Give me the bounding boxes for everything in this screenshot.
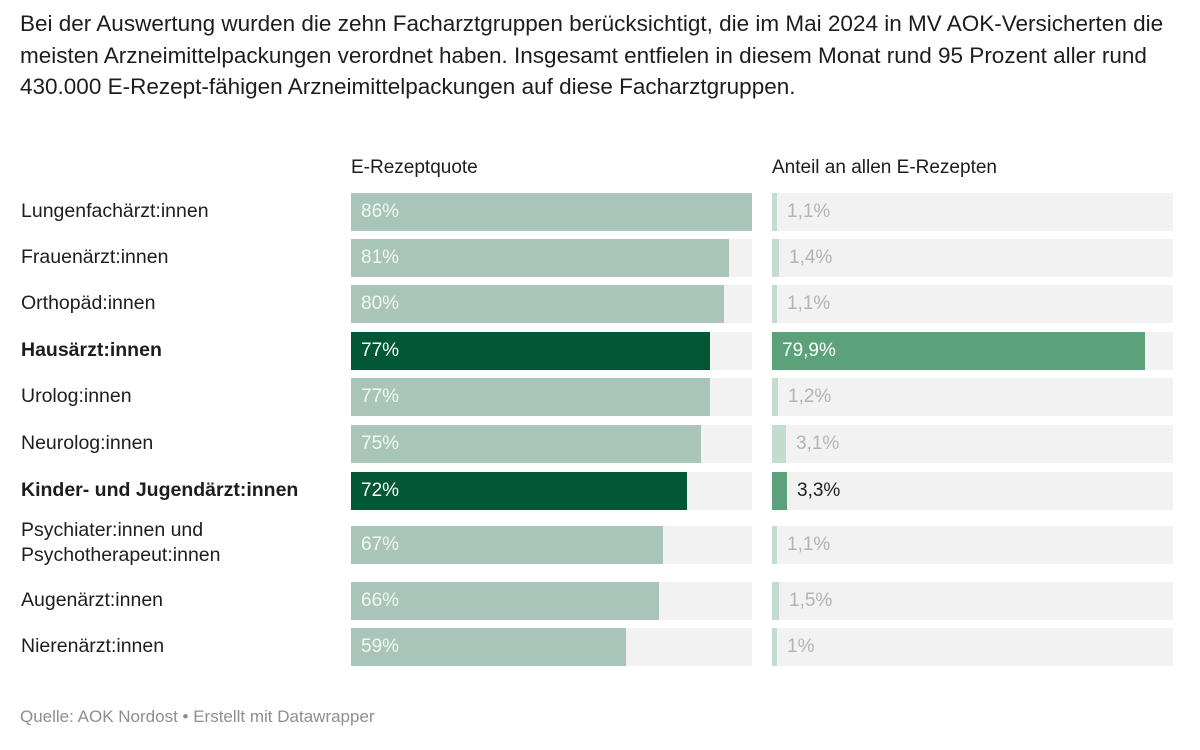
share-bar [772,378,778,416]
quote-track: 81% [351,239,752,277]
share-bar [772,285,777,323]
share-track: 79,9% [772,332,1173,370]
share-bar [772,193,777,231]
quote-track: 80% [351,285,752,323]
quote-value-label: 86% [361,201,400,222]
quote-bar [351,239,729,277]
share-track: 1% [772,628,1173,666]
quote-value-label: 80% [361,293,400,314]
share-bar [772,582,779,620]
share-bar [772,472,787,510]
quote-bar [351,472,687,510]
quote-bar [351,628,626,666]
share-value-label: 79,9% [782,340,836,361]
quote-track: 67% [351,526,752,564]
quote-bar [351,425,701,463]
category-label: Frauenärzt:innen [21,246,169,268]
share-value-label: 3,3% [797,480,841,501]
quote-track: 59% [351,628,752,666]
source-footer: Quelle: AOK Nordost • Erstellt mit Dataw… [20,707,375,726]
quote-track: 75% [351,425,752,463]
quote-bar [351,526,663,564]
category-label: Hausärzt:innen [21,339,162,361]
share-track: 1,1% [772,285,1173,323]
quote-track: 66% [351,582,752,620]
share-track: 1,5% [772,582,1173,620]
column-header-share: Anteil an allen E-Rezepten [772,157,997,178]
category-label: Augenärzt:innen [21,589,164,611]
share-bar [772,628,777,666]
quote-value-label: 72% [361,480,400,501]
quote-value-label: 77% [361,386,400,407]
category-label: Lungenfachärzt:innen [21,200,209,222]
quote-value-label: 81% [361,247,400,268]
quote-track: 86% [351,193,752,231]
share-bar [772,526,777,564]
quote-track: 77% [351,332,752,370]
share-value-label: 3,1% [796,433,840,454]
quote-value-label: 66% [361,590,400,611]
share-track: 1,2% [772,378,1173,416]
share-bar [772,332,1145,370]
share-bar [772,425,786,463]
share-bar [772,239,779,277]
share-track: 1,1% [772,193,1173,231]
quote-bar [351,332,710,370]
share-value-label: 1% [787,636,815,657]
quote-value-label: 59% [361,636,400,657]
share-value-label: 1,1% [787,201,831,222]
quote-track: 72% [351,472,752,510]
quote-value-label: 77% [361,340,400,361]
intro-text: Bei der Auswertung wurden die zehn Facha… [20,11,1164,99]
share-track: 1,1% [772,526,1173,564]
share-track: 3,3% [772,472,1173,510]
quote-bar [351,285,724,323]
quote-value-label: 67% [361,534,400,555]
category-label: Urolog:innen [21,385,132,407]
quote-bar [351,193,752,231]
quote-bar [351,378,710,416]
share-value-label: 1,1% [787,534,831,555]
share-track: 1,4% [772,239,1173,277]
share-value-label: 1,4% [789,247,833,268]
category-label: Kinder- und Jugendärzt:innen [21,479,299,501]
quote-value-label: 75% [361,433,400,454]
category-label: Nierenärzt:innen [21,635,165,657]
share-track: 3,1% [772,425,1173,463]
column-header-quote: E-Rezeptquote [351,157,478,178]
share-value-label: 1,5% [789,590,833,611]
category-label: Psychiater:innen und Psychotherapeut:inn… [21,519,221,566]
share-value-label: 1,1% [787,293,831,314]
share-value-label: 1,2% [788,386,832,407]
category-label: Orthopäd:innen [21,292,156,314]
quote-bar [351,582,659,620]
quote-track: 77% [351,378,752,416]
category-label: Neurolog:innen [21,432,154,454]
